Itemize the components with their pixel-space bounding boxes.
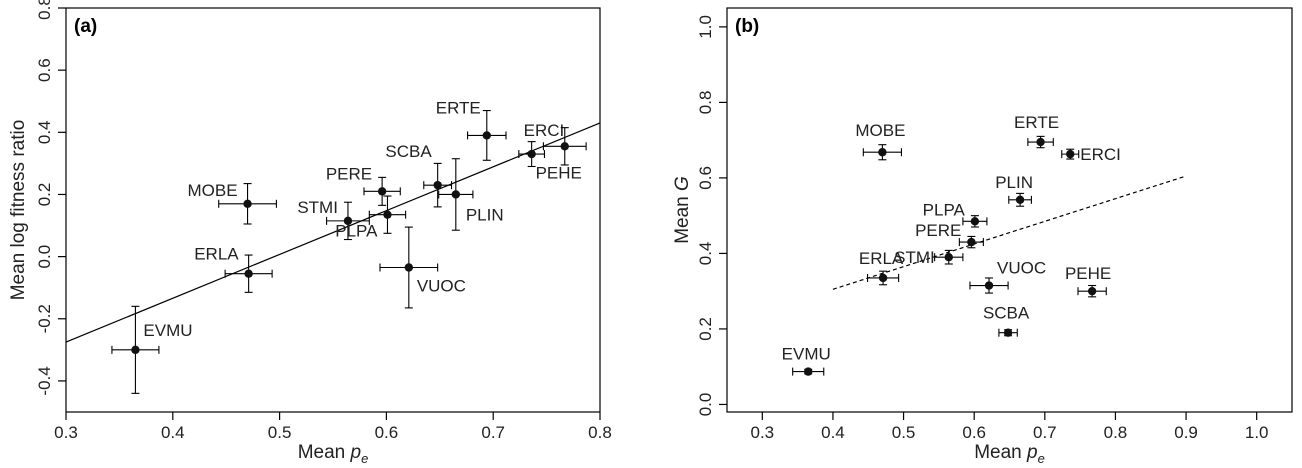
panel-a: 0.3 0.4 0.5 0.6 0.7 0.8 -0.4 -0.2 0.0 0.2 0.4 0.6 0.… (8, 0, 612, 466)
point-label: PERE (915, 221, 961, 240)
y-tick-label: -0.4 (35, 366, 54, 395)
x-tick-label: 0.6 (375, 423, 399, 442)
data-point (878, 273, 888, 283)
x-tick-label: 0.8 (1104, 423, 1128, 442)
point-label: VUOC (417, 276, 466, 295)
point-label: SCBA (385, 142, 432, 161)
y-tick-label: 1.0 (696, 15, 715, 39)
y-tick-label: 0.2 (696, 317, 715, 341)
point-label: MOBE (855, 121, 905, 140)
panel-b: 0.3 0.4 0.5 0.6 0.7 0.8 0.9 1.0 0.0 0.2 0.4 0.6 0.8 1… (672, 7, 1293, 466)
data-point (1087, 286, 1097, 296)
point-label: PLIN (466, 205, 504, 224)
point-label: VUOC (997, 259, 1046, 278)
point-label: PEHE (1065, 264, 1111, 283)
data-point (967, 237, 976, 247)
x-tick-label: 0.6 (962, 423, 986, 442)
x-axis-title: Mean pe (974, 442, 1045, 466)
y-tick-label: 0.6 (696, 166, 715, 190)
x-tick-label: 1.0 (1245, 423, 1269, 442)
y-tick-label: 0.0 (696, 393, 715, 417)
point-label: ERLA (859, 249, 904, 268)
panel-label: (b) (735, 16, 759, 37)
point-label: EVMU (143, 321, 192, 340)
data-point (944, 252, 953, 262)
data-point (244, 269, 253, 278)
point-label: STMI (894, 248, 935, 267)
data-point (433, 180, 442, 190)
x-tick-label: 0.3 (750, 423, 774, 442)
fit-line (65, 122, 601, 343)
data-point (343, 216, 353, 226)
data-point (970, 217, 980, 226)
fit-line (832, 175, 1187, 290)
data-point (243, 199, 252, 208)
point-label: ERTE (436, 98, 481, 117)
y-tick-label: 0.4 (696, 242, 715, 266)
y-axis-title: Mean G (672, 176, 693, 244)
data-point (404, 263, 414, 272)
point-label: ERCI (524, 121, 565, 140)
data-point (377, 187, 387, 196)
point-label: ERLA (194, 245, 239, 264)
point-label: PLPA (335, 222, 378, 241)
point-label: ERCI (1080, 145, 1121, 164)
y-tick-label: 0.8 (696, 91, 715, 115)
point-label: SCBA (983, 304, 1030, 323)
x-tick-label: 0.8 (588, 423, 612, 442)
point-label: ERTE (1014, 113, 1059, 132)
data-point (131, 345, 140, 355)
data-point (1036, 137, 1045, 147)
data-point (482, 131, 491, 140)
x-tick-label: 0.5 (268, 423, 292, 442)
y-tick-label: 0.8 (35, 0, 54, 20)
data-point (560, 142, 569, 151)
plot-frame (726, 7, 1293, 413)
y-tick-label: 0.6 (35, 58, 54, 82)
x-tick-label: 0.7 (481, 423, 505, 442)
y-tick-label: 0.4 (35, 120, 54, 144)
point-label: PLIN (995, 173, 1033, 192)
data-point (1003, 328, 1013, 337)
data-point (878, 148, 887, 157)
plot-frame (65, 7, 601, 413)
point-label: EVMU (782, 345, 831, 364)
point-label: PERE (326, 164, 372, 183)
data-point (1066, 149, 1075, 159)
data-point (984, 281, 994, 290)
y-tick-label: -0.2 (35, 304, 54, 333)
data-point (451, 190, 461, 199)
x-tick-label: 0.4 (821, 423, 845, 442)
point-label: MOBE (187, 181, 237, 200)
y-axis-title: Mean log fitness ratio (8, 120, 29, 301)
x-axis-title: Mean pe (298, 442, 369, 466)
x-tick-label: 0.5 (892, 423, 916, 442)
y-tick-label: 0.2 (35, 183, 54, 207)
x-tick-label: 0.4 (161, 423, 185, 442)
y-tick-label: 0.0 (35, 245, 54, 269)
x-tick-label: 0.9 (1174, 423, 1198, 442)
x-tick-label: 0.3 (54, 423, 78, 442)
data-point (383, 210, 392, 219)
x-tick-label: 0.7 (1033, 423, 1057, 442)
data-point (804, 367, 813, 376)
point-label: PEHE (536, 163, 582, 182)
point-label: PLPA (923, 200, 966, 219)
data-point (1015, 195, 1025, 205)
point-label: STMI (297, 198, 338, 217)
panel-label: (a) (74, 16, 97, 37)
data-point (527, 149, 536, 159)
